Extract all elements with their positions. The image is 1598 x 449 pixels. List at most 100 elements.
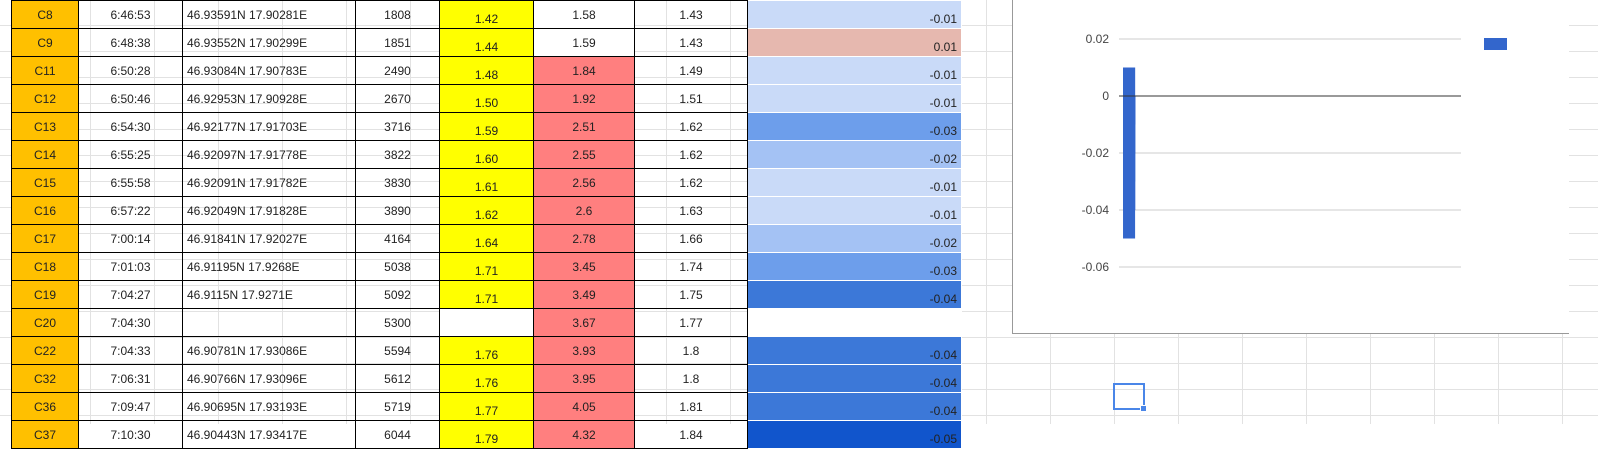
cell-id[interactable]: C13 xyxy=(11,112,79,141)
cell-coord[interactable]: 46.90695N 17.93193E xyxy=(182,392,356,421)
cell-f[interactable]: 3.45 xyxy=(533,252,635,281)
cell-coord[interactable]: 46.92049N 17.91828E xyxy=(182,196,356,225)
cell-e[interactable]: 1.61 xyxy=(439,168,534,197)
cell-dist[interactable]: 5092 xyxy=(355,280,440,309)
cell-time[interactable]: 6:54:30 xyxy=(78,112,183,141)
cell-f[interactable]: 3.49 xyxy=(533,280,635,309)
cell-g[interactable]: 1.74 xyxy=(634,252,748,281)
cell-g[interactable]: 1.63 xyxy=(634,196,748,225)
cell-coord[interactable]: 46.93084N 17.90783E xyxy=(182,56,356,85)
cell-dist[interactable]: 2490 xyxy=(355,56,440,85)
cell-time[interactable]: 7:09:47 xyxy=(78,392,183,421)
cell-g[interactable]: 1.84 xyxy=(634,420,748,449)
cell-h[interactable]: -0.05 xyxy=(747,420,962,449)
cell-dist[interactable]: 5594 xyxy=(355,336,440,365)
cell-id[interactable]: C32 xyxy=(11,364,79,393)
cell-time[interactable]: 7:04:33 xyxy=(78,336,183,365)
cell-h[interactable]: -0.01 xyxy=(747,0,962,29)
cell-e[interactable]: 1.42 xyxy=(439,0,534,29)
cell-e[interactable]: 1.50 xyxy=(439,84,534,113)
cell-f[interactable]: 3.93 xyxy=(533,336,635,365)
cell-e[interactable]: 1.64 xyxy=(439,224,534,253)
cell-g[interactable]: 1.8 xyxy=(634,364,748,393)
cell-time[interactable]: 7:04:30 xyxy=(78,308,183,337)
cell-g[interactable]: 1.62 xyxy=(634,112,748,141)
cell-e[interactable]: 1.76 xyxy=(439,336,534,365)
cell-e[interactable]: 1.62 xyxy=(439,196,534,225)
cell-h[interactable]: -0.02 xyxy=(747,224,962,253)
cell-time[interactable]: 6:50:28 xyxy=(78,56,183,85)
cell-e[interactable]: 1.77 xyxy=(439,392,534,421)
cell-coord[interactable]: 46.93552N 17.90299E xyxy=(182,28,356,57)
cell-coord[interactable]: 46.92177N 17.91703E xyxy=(182,112,356,141)
cell-g[interactable]: 1.43 xyxy=(634,28,748,57)
cell-time[interactable]: 7:04:27 xyxy=(78,280,183,309)
cell-e[interactable] xyxy=(439,308,534,337)
cell-id[interactable]: C11 xyxy=(11,56,79,85)
cell-h[interactable]: -0.01 xyxy=(747,168,962,197)
cell-id[interactable]: C8 xyxy=(11,0,79,29)
cell-g[interactable]: 1.62 xyxy=(634,168,748,197)
selected-cell[interactable] xyxy=(1113,383,1147,412)
cell-f[interactable]: 3.95 xyxy=(533,364,635,393)
cell-dist[interactable]: 5612 xyxy=(355,364,440,393)
cell-coord[interactable] xyxy=(182,308,356,337)
cell-h[interactable]: -0.04 xyxy=(747,280,962,309)
cell-e[interactable]: 1.79 xyxy=(439,420,534,449)
cell-coord[interactable]: 46.93591N 17.90281E xyxy=(182,0,356,29)
cell-id[interactable]: C15 xyxy=(11,168,79,197)
cell-f[interactable]: 2.6 xyxy=(533,196,635,225)
cell-dist[interactable]: 5719 xyxy=(355,392,440,421)
cell-g[interactable]: 1.62 xyxy=(634,140,748,169)
cell-id[interactable]: C36 xyxy=(11,392,79,421)
cell-time[interactable]: 6:48:38 xyxy=(78,28,183,57)
cell-dist[interactable]: 3716 xyxy=(355,112,440,141)
cell-g[interactable]: 1.51 xyxy=(634,84,748,113)
cell-h[interactable]: -0.01 xyxy=(747,56,962,85)
cell-id[interactable]: C37 xyxy=(11,420,79,449)
cell-h[interactable]: -0.03 xyxy=(747,252,962,281)
cell-g[interactable]: 1.77 xyxy=(634,308,748,337)
cell-id[interactable]: C22 xyxy=(11,336,79,365)
cell-dist[interactable]: 3890 xyxy=(355,196,440,225)
cell-e[interactable]: 1.44 xyxy=(439,28,534,57)
cell-dist[interactable]: 5038 xyxy=(355,252,440,281)
cell-f[interactable]: 4.32 xyxy=(533,420,635,449)
cell-f[interactable]: 3.67 xyxy=(533,308,635,337)
cell-e[interactable]: 1.60 xyxy=(439,140,534,169)
cell-time[interactable]: 7:01:03 xyxy=(78,252,183,281)
cell-f[interactable]: 2.78 xyxy=(533,224,635,253)
cell-id[interactable]: C19 xyxy=(11,280,79,309)
cell-h[interactable]: -0.02 xyxy=(747,140,962,169)
cell-h[interactable]: -0.03 xyxy=(747,112,962,141)
cell-g[interactable]: 1.75 xyxy=(634,280,748,309)
cell-id[interactable]: C17 xyxy=(11,224,79,253)
cell-h[interactable]: -0.04 xyxy=(747,364,962,393)
cell-time[interactable]: 6:55:25 xyxy=(78,140,183,169)
cell-f[interactable]: 2.55 xyxy=(533,140,635,169)
cell-time[interactable]: 6:57:22 xyxy=(78,196,183,225)
cell-coord[interactable]: 46.92097N 17.91778E xyxy=(182,140,356,169)
cell-g[interactable]: 1.43 xyxy=(634,0,748,29)
cell-id[interactable]: C9 xyxy=(11,28,79,57)
cell-f[interactable]: 1.84 xyxy=(533,56,635,85)
cell-time[interactable]: 7:06:31 xyxy=(78,364,183,393)
cell-e[interactable]: 1.71 xyxy=(439,280,534,309)
cell-id[interactable]: C12 xyxy=(11,84,79,113)
cell-coord[interactable]: 46.90781N 17.93086E xyxy=(182,336,356,365)
cell-id[interactable]: C18 xyxy=(11,252,79,281)
cell-dist[interactable]: 6044 xyxy=(355,420,440,449)
cell-f[interactable]: 2.51 xyxy=(533,112,635,141)
cell-f[interactable]: 1.92 xyxy=(533,84,635,113)
cell-h[interactable]: 0.01 xyxy=(747,28,962,57)
cell-coord[interactable]: 46.92091N 17.91782E xyxy=(182,168,356,197)
cell-e[interactable]: 1.76 xyxy=(439,364,534,393)
cell-e[interactable]: 1.59 xyxy=(439,112,534,141)
cell-coord[interactable]: 46.9115N 17.9271E xyxy=(182,280,356,309)
cell-g[interactable]: 1.81 xyxy=(634,392,748,421)
cell-coord[interactable]: 46.90766N 17.93096E xyxy=(182,364,356,393)
cell-coord[interactable]: 46.91841N 17.92027E xyxy=(182,224,356,253)
cell-h[interactable]: -0.01 xyxy=(747,196,962,225)
cell-id[interactable]: C16 xyxy=(11,196,79,225)
cell-time[interactable]: 7:00:14 xyxy=(78,224,183,253)
